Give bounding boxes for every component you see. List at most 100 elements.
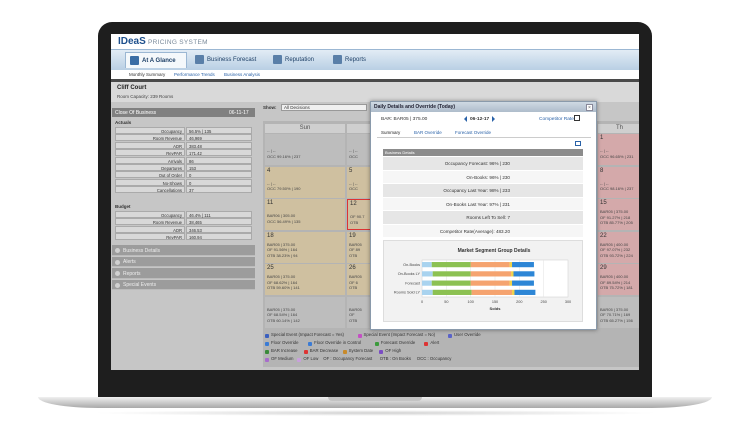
chart-box: Market Segment Group Details 0 50 100 150 200… [383, 240, 583, 322]
panel-title: Close Of Business [115, 109, 157, 116]
legend-icon [447, 333, 452, 338]
panel-date: 06-11-17 [229, 109, 249, 116]
legend-text: System Date [348, 348, 374, 353]
popup-title: Daily Details and Override (Today) [374, 104, 456, 110]
day-number: 1 [600, 135, 604, 141]
day-cell[interactable]: -- | -- OCC 99.16% | 237 [265, 134, 345, 165]
cell-line: OF 68.62% | 164 [267, 279, 298, 285]
legend-icon [265, 357, 269, 362]
cell-line: OTB 60.14% | 142 [267, 317, 300, 323]
accordion-section[interactable]: Alerts [112, 256, 255, 267]
bar-segment [514, 289, 536, 295]
cell-line: BAR05 | 375.00 [267, 241, 296, 247]
metric-value: 0 [186, 178, 252, 186]
day-cell[interactable]: 25 BAR05 | 375.00 OF 68.62% | 164 OTB 59.60… [265, 264, 345, 295]
prev-arrow[interactable] [464, 116, 467, 122]
day-cell[interactable]: 22 BAR05 | 400.00 OF 97.07% | 232 OTB 93.72… [598, 231, 639, 263]
tab[interactable]: At A Glance [125, 52, 187, 68]
tab[interactable]: Business Forecast [191, 52, 265, 68]
legend: Special Event (Impact Forecast = Yes) Spe… [265, 332, 635, 368]
tab-underline [377, 137, 591, 138]
tab[interactable]: Reports [329, 52, 379, 68]
external-icon [574, 115, 580, 121]
popup-date: 06-12-17 [470, 117, 490, 122]
cell-line: BAR05 | 375.00 [600, 306, 629, 312]
screen: IDeaS PRICING SYSTEM At A Glance Business F… [111, 34, 639, 370]
cell-line: OTB [350, 219, 359, 225]
details-text: Competitor Rate(Average): 483.20 [439, 228, 510, 234]
close-button[interactable]: × [586, 103, 593, 111]
bar-segment [432, 271, 471, 277]
x-tick-label: 250 [540, 300, 546, 304]
subnav-link[interactable]: Monthly Summary [129, 72, 166, 77]
chart: Market Segment Group Details 0 50 100 150 200… [394, 248, 571, 311]
day-cell[interactable]: 1 -- | -- OCC 96.65% | 231 [598, 134, 639, 165]
day-cell[interactable]: 4 -- | -- OCC 79.50% | 190 [265, 166, 345, 198]
cell-line: OTB 93.72% | 224 [600, 252, 633, 258]
accordion-section[interactable]: Reports [112, 268, 255, 279]
cell-line: OF [349, 312, 355, 317]
cell-line: OF 68.54% | 164 [267, 312, 298, 317]
day-cell[interactable]: 11 BAR06 | 305.00 OCC 56.49% | 135 [265, 199, 345, 230]
metric-label: Cancellations [115, 186, 185, 194]
details-row [383, 170, 583, 183]
cell-line: -- | -- [349, 148, 358, 153]
legend-icon [379, 349, 384, 354]
details-title: Business Details [385, 150, 415, 155]
day-cell[interactable]: 29 BAR05 | 400.00 OF 89.54% | 214 OTB 75.72… [598, 264, 639, 295]
legend-text: BAR Decrease [309, 348, 339, 353]
laptop-base [38, 397, 712, 408]
section-title: Special Events [123, 282, 157, 288]
metric-value: 171.42 [186, 149, 252, 157]
legend-text: Floor Override in Control [314, 340, 362, 345]
metric-label: Room Revenue [115, 134, 185, 142]
metric-value: 0 [186, 171, 252, 179]
day-cell[interactable]: BAR05 | 375.00 OF 68.54% | 164 OTB 60.14% … [265, 296, 345, 328]
legend-text: BAR Increase [271, 348, 298, 353]
subnav-link[interactable]: Performance Trends [174, 72, 215, 77]
day-number: 5 [349, 167, 353, 174]
day-number: 8 [600, 167, 604, 174]
metric-label: Out of Order [115, 171, 185, 179]
bar-segment [470, 271, 512, 277]
cell-line: BAR05 | 400.00 [600, 241, 629, 247]
legend-icon [342, 349, 347, 354]
filter-select[interactable]: All Decisions [281, 104, 367, 111]
cell-line: OF 89 [349, 247, 361, 252]
metric-value: 86 [186, 156, 252, 164]
bar-segment [512, 280, 534, 286]
section-title: Reports [123, 270, 141, 277]
cell-line: OCC 98.16% | 237 [600, 186, 634, 191]
next-arrow[interactable] [492, 116, 495, 122]
day-cell[interactable]: BAR05 | 375.00 OF 70.71% | 169 OTB 65.27% … [598, 296, 639, 328]
popup-tab[interactable]: Forecast Override [455, 130, 492, 135]
day-number: 11 [267, 200, 274, 206]
y-tick-label: On-Books [403, 263, 420, 267]
subnav-link[interactable]: Business Analysis [224, 72, 261, 77]
cell-line: BAR05 | 375.00 [267, 306, 296, 312]
section-label: Actuals [115, 120, 132, 125]
competitor-link[interactable]: Competitor Rate [539, 117, 574, 122]
accordion-section[interactable]: Special Events [112, 279, 255, 290]
cell-line: BAR06 | 305.00 [267, 213, 296, 218]
metric-label: Departures [115, 164, 185, 171]
property-name: Cliff Court [117, 85, 147, 91]
popup-tab[interactable]: Summary [381, 130, 401, 135]
day-number: 4 [267, 167, 271, 174]
details-text: Occupancy Forecast: 96% | 230 [444, 161, 510, 166]
day-number: 29 [600, 265, 607, 271]
legend-icon [374, 341, 379, 346]
metric-label: Occupancy [115, 127, 185, 134]
legend-icon [265, 341, 269, 346]
legend-icon [303, 349, 308, 354]
popup-tab[interactable]: BAR Override [414, 130, 442, 135]
tab[interactable]: Reputation [269, 52, 325, 68]
cell-line: BAR05 [349, 306, 362, 312]
accordion-section[interactable]: Business Details [112, 245, 255, 256]
day-cell[interactable]: 15 BAR05 | 375.00 OF 91.27% | 218 OTB 85.77… [598, 199, 639, 230]
day-cell[interactable]: 18 BAR05 | 375.00 OF 91.56% | 164 OTB 38.23… [265, 231, 345, 263]
filter-label: Show: [263, 105, 277, 110]
y-tick-label: Forecast [405, 281, 421, 285]
day-cell[interactable]: 8 -- | -- OCC 98.16% | 237 [598, 166, 639, 198]
